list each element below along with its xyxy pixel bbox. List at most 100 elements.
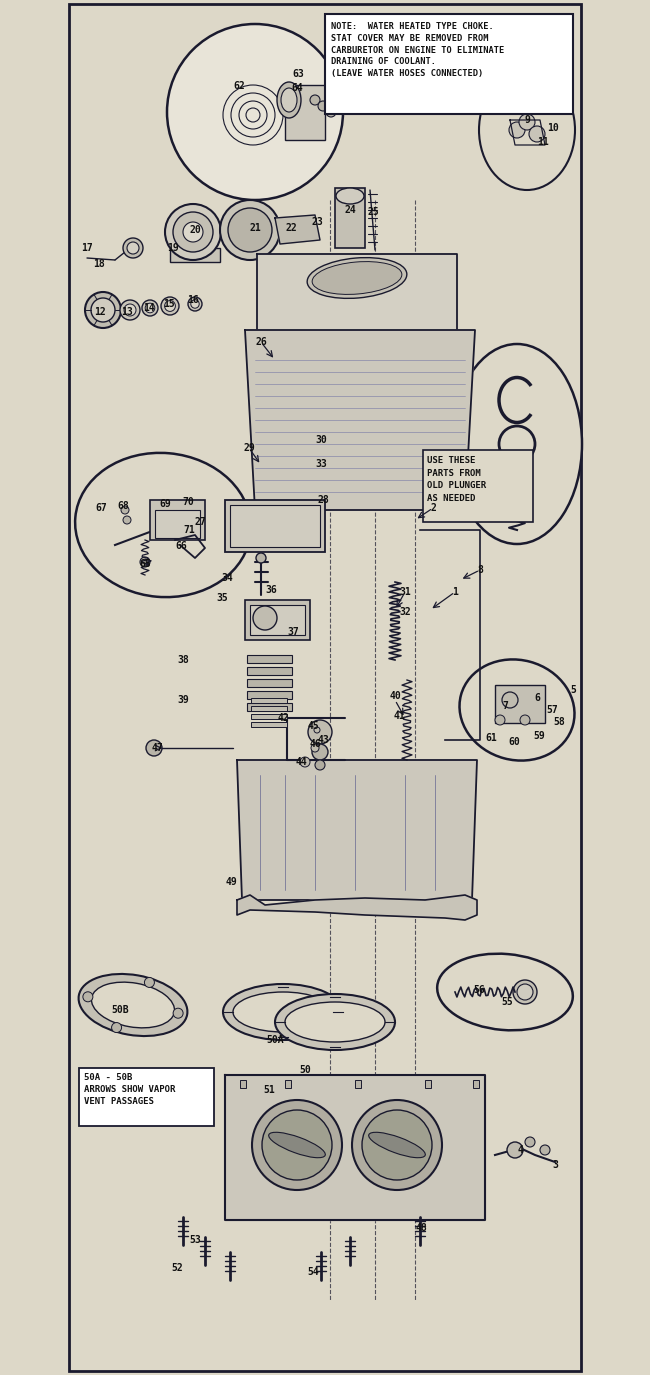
Circle shape	[495, 715, 505, 725]
Text: 28: 28	[317, 495, 329, 505]
Bar	[423, 450, 533, 522]
Polygon shape	[225, 1075, 485, 1220]
Bar	[250, 605, 305, 635]
Ellipse shape	[460, 660, 575, 760]
Polygon shape	[237, 760, 477, 901]
Bar	[335, 188, 365, 248]
Text: 63: 63	[292, 69, 304, 78]
Circle shape	[164, 301, 176, 311]
Bar	[155, 510, 200, 538]
Text: 58: 58	[553, 716, 565, 727]
Text: 17: 17	[81, 243, 93, 253]
Circle shape	[140, 557, 150, 566]
Text: 71: 71	[183, 525, 195, 535]
Bar	[355, 1079, 361, 1088]
Bar	[150, 500, 205, 540]
Circle shape	[507, 1143, 523, 1158]
Text: 6: 6	[534, 693, 540, 703]
Bar	[251, 705, 287, 711]
Text: 3: 3	[552, 1160, 558, 1170]
Text: 16: 16	[187, 296, 199, 305]
Text: 59: 59	[533, 732, 545, 741]
Ellipse shape	[268, 1132, 325, 1158]
Ellipse shape	[92, 982, 175, 1028]
Text: 60: 60	[508, 737, 520, 747]
Bar	[240, 1079, 246, 1088]
Ellipse shape	[336, 188, 364, 204]
Text: 54: 54	[307, 1266, 319, 1277]
Circle shape	[220, 199, 280, 260]
Circle shape	[228, 208, 272, 252]
Text: 40: 40	[389, 692, 401, 701]
Bar	[245, 600, 310, 639]
Text: 15: 15	[163, 298, 175, 309]
Text: 66: 66	[175, 540, 187, 551]
Polygon shape	[257, 254, 457, 384]
Ellipse shape	[437, 954, 573, 1030]
Text: 20: 20	[189, 226, 201, 235]
Text: 32: 32	[399, 606, 411, 617]
Circle shape	[123, 516, 131, 524]
Ellipse shape	[452, 344, 582, 544]
Bar	[325, 14, 573, 114]
Text: 33: 33	[315, 459, 327, 469]
Circle shape	[188, 297, 202, 311]
Text: 35: 35	[216, 593, 228, 604]
Circle shape	[124, 304, 136, 316]
Text: 4: 4	[518, 1145, 524, 1155]
Circle shape	[352, 1100, 442, 1189]
Text: 27: 27	[194, 517, 206, 527]
Circle shape	[520, 715, 530, 725]
Text: 19: 19	[167, 243, 179, 253]
Text: 37: 37	[287, 627, 299, 637]
Circle shape	[123, 238, 143, 258]
Circle shape	[525, 1137, 535, 1147]
Text: 68: 68	[117, 500, 129, 512]
Polygon shape	[245, 330, 475, 510]
Circle shape	[519, 114, 535, 131]
Circle shape	[127, 242, 139, 254]
Ellipse shape	[312, 261, 402, 294]
Text: 31: 31	[399, 587, 411, 597]
Circle shape	[362, 1110, 432, 1180]
Text: 34: 34	[221, 573, 233, 583]
Bar	[247, 654, 292, 663]
Text: 26: 26	[255, 337, 267, 346]
Ellipse shape	[79, 974, 187, 1035]
Text: USE THESE
PARTS FROM
OLD PLUNGER
AS NEEDED: USE THESE PARTS FROM OLD PLUNGER AS NEED…	[427, 456, 486, 502]
Circle shape	[312, 744, 328, 760]
Text: 2: 2	[430, 503, 436, 513]
Bar	[247, 667, 292, 675]
Bar	[230, 505, 320, 547]
Circle shape	[145, 304, 155, 312]
Circle shape	[517, 984, 533, 1000]
Text: 50B: 50B	[111, 1005, 129, 1015]
Bar	[495, 685, 545, 723]
Text: 53: 53	[189, 1235, 201, 1244]
Text: 55: 55	[501, 997, 513, 1006]
Bar	[251, 714, 287, 719]
Text: 24: 24	[344, 205, 356, 214]
Text: 46: 46	[309, 738, 321, 749]
Circle shape	[112, 1023, 122, 1033]
Circle shape	[144, 978, 155, 987]
Bar	[285, 1079, 291, 1088]
Bar	[251, 722, 287, 727]
Circle shape	[256, 553, 266, 562]
Bar	[285, 85, 325, 140]
Circle shape	[173, 1008, 183, 1019]
Circle shape	[83, 991, 93, 1002]
Bar	[247, 679, 292, 688]
Text: 8: 8	[477, 565, 483, 575]
Circle shape	[167, 23, 343, 199]
Text: 39: 39	[177, 694, 189, 705]
Ellipse shape	[281, 88, 297, 111]
Text: 10: 10	[547, 122, 559, 133]
Text: 49: 49	[225, 877, 237, 887]
Text: 12: 12	[94, 307, 106, 318]
Ellipse shape	[277, 82, 301, 118]
Circle shape	[191, 300, 199, 308]
Bar	[247, 692, 292, 698]
Ellipse shape	[223, 984, 343, 1040]
Text: 56: 56	[473, 984, 485, 996]
